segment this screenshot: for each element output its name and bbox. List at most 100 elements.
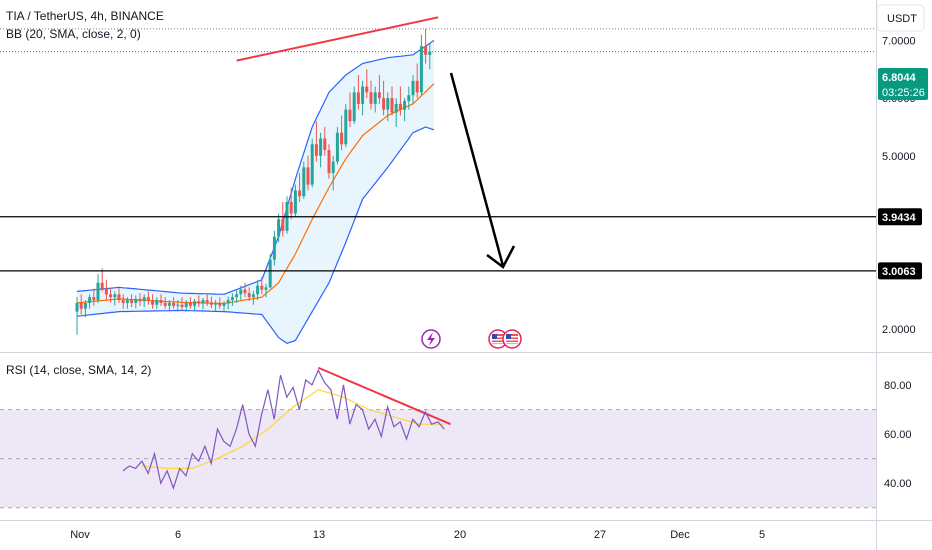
candle-body (176, 304, 180, 306)
dividend-lightning-icon[interactable] (421, 329, 441, 349)
level-badge-2: 3.0063 (878, 262, 922, 280)
candle-body (407, 95, 411, 101)
candle-body (264, 287, 268, 290)
candle-body (306, 167, 310, 185)
rsi-tick-label: 40.00 (884, 478, 912, 490)
rsi-legend[interactable]: RSI (14, close, SMA, 14, 2) (6, 363, 151, 377)
candle-body (205, 300, 209, 303)
candle-body (197, 301, 201, 304)
candle-body (319, 138, 323, 156)
candle-body (230, 297, 234, 301)
candle-body (134, 298, 138, 303)
candle-body (235, 294, 239, 298)
candle-body (125, 300, 129, 303)
level-badge-1: 3.9434 (878, 208, 922, 226)
rsi-tick-label: 60.00 (884, 429, 912, 441)
candle-body (356, 92, 360, 104)
currency-button-label: USDT (887, 13, 917, 25)
candle-body (424, 46, 428, 55)
candle-body (167, 302, 171, 306)
candle-body (184, 302, 188, 307)
candle-body (201, 300, 205, 304)
candle-body (163, 302, 167, 306)
price-tick-label: 2.0000 (882, 324, 916, 336)
candle-body (151, 300, 155, 305)
price-tick-label: 5.0000 (882, 151, 916, 163)
arrow-shaft (449, 72, 505, 267)
candle-body (75, 302, 79, 312)
candle-body (209, 302, 213, 305)
candle-body (117, 294, 121, 301)
rsi-ma-line (141, 389, 445, 469)
time-tick-label: 13 (313, 529, 325, 541)
candle-body (188, 302, 192, 306)
candle-body (159, 300, 163, 303)
price-trendline[interactable] (236, 16, 439, 62)
time-axis[interactable]: Nov 6 13 20 27 Dec 5 (70, 529, 765, 541)
time-tick-label: 5 (759, 529, 765, 541)
bollinger-lower-band (76, 126, 435, 344)
candle-body (218, 302, 222, 306)
bollinger-upper-band (76, 39, 435, 295)
candle-body (121, 300, 125, 303)
candle-body (327, 150, 331, 174)
candle-body (419, 46, 423, 93)
time-tick-label: 20 (454, 529, 466, 541)
time-tick-label: 27 (594, 529, 606, 541)
candle-body (394, 103, 398, 113)
candle-body (222, 303, 226, 306)
candle-body (293, 190, 297, 214)
time-tick-label: Nov (70, 529, 90, 541)
candle-body (403, 100, 407, 110)
candle-body (365, 86, 369, 93)
candle-body (256, 285, 260, 295)
candle-body (398, 103, 402, 110)
candle-body (340, 132, 344, 145)
candle-body (314, 144, 318, 156)
candle-body (272, 236, 276, 260)
candle-body (390, 98, 394, 113)
us-flag-event-icon-2[interactable] (502, 329, 522, 349)
candle-body (277, 219, 281, 237)
down-arrow-drawing[interactable] (449, 72, 516, 269)
candle-body (92, 297, 96, 301)
candle-body (104, 288, 108, 295)
rsi-axis[interactable]: 80.00 60.00 40.00 (884, 380, 912, 490)
candle-body (415, 80, 419, 93)
rsi-trendline[interactable] (317, 366, 451, 426)
candle-body (243, 289, 247, 294)
candle-body (268, 259, 272, 288)
candle-body (226, 300, 230, 304)
candle-body (386, 98, 390, 110)
candle-body (247, 293, 251, 298)
countdown-text: 03:25:26 (882, 87, 925, 99)
candle-body (239, 289, 243, 295)
candle-body (146, 297, 150, 301)
candle-body (323, 138, 327, 151)
candle-body (251, 294, 255, 298)
candle-body (298, 190, 302, 197)
candle-body (373, 92, 377, 104)
bb-legend[interactable]: BB (20, SMA, close, 2, 0) (6, 27, 141, 41)
last-price-text: 6.8044 (882, 72, 917, 84)
candle-body (130, 300, 134, 303)
currency-button[interactable]: USDT (876, 4, 925, 32)
candle-body (83, 302, 87, 309)
last-price-badge: 6.8044 03:25:26 (878, 68, 928, 100)
candle-body (361, 86, 365, 104)
candle-body (428, 51, 432, 55)
candle-body (180, 304, 184, 307)
candle-body (88, 297, 92, 303)
candle-body (289, 201, 293, 214)
candle-body (109, 294, 113, 298)
candle-body (331, 161, 335, 174)
level-badge-2-text: 3.0063 (882, 266, 916, 278)
candle-body (172, 302, 176, 306)
rsi-line (122, 368, 445, 490)
rsi-tick-label: 80.00 (884, 380, 912, 392)
candle-body (260, 285, 264, 290)
candle-body (348, 109, 352, 122)
symbol-legend[interactable]: TIA / TetherUS, 4h, BINANCE (6, 9, 164, 23)
us-flag-event-icon-1[interactable] (488, 329, 508, 349)
